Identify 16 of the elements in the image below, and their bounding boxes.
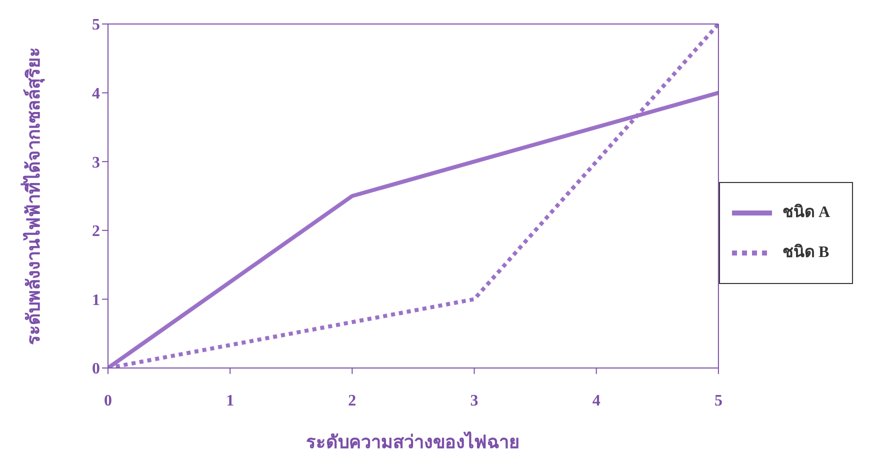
x-tick-label: 1 [226,392,234,410]
legend-label: ชนิด A [782,204,830,221]
legend-label: ชนิด B [782,244,830,261]
y-tick-label: 0 [92,360,100,378]
y-tick-label: 3 [92,154,100,172]
y-tick-label: 2 [92,223,100,240]
x-tick-label: 0 [104,392,112,410]
x-tick-label: 2 [348,392,356,410]
y-axis-title: ระดับพลังงานไฟฟ้าที่ได้จากเซลล์สุริยะ [20,47,46,345]
y-tick-label: 4 [92,85,100,102]
x-tick-label: 5 [714,392,722,410]
x-axis-title: ระดับความสว่างของไฟฉาย [306,431,520,452]
y-tick-label: 5 [92,16,100,34]
x-tick-label: 3 [470,392,478,410]
x-tick-label: 4 [592,392,600,410]
y-tick-label: 1 [92,292,100,309]
